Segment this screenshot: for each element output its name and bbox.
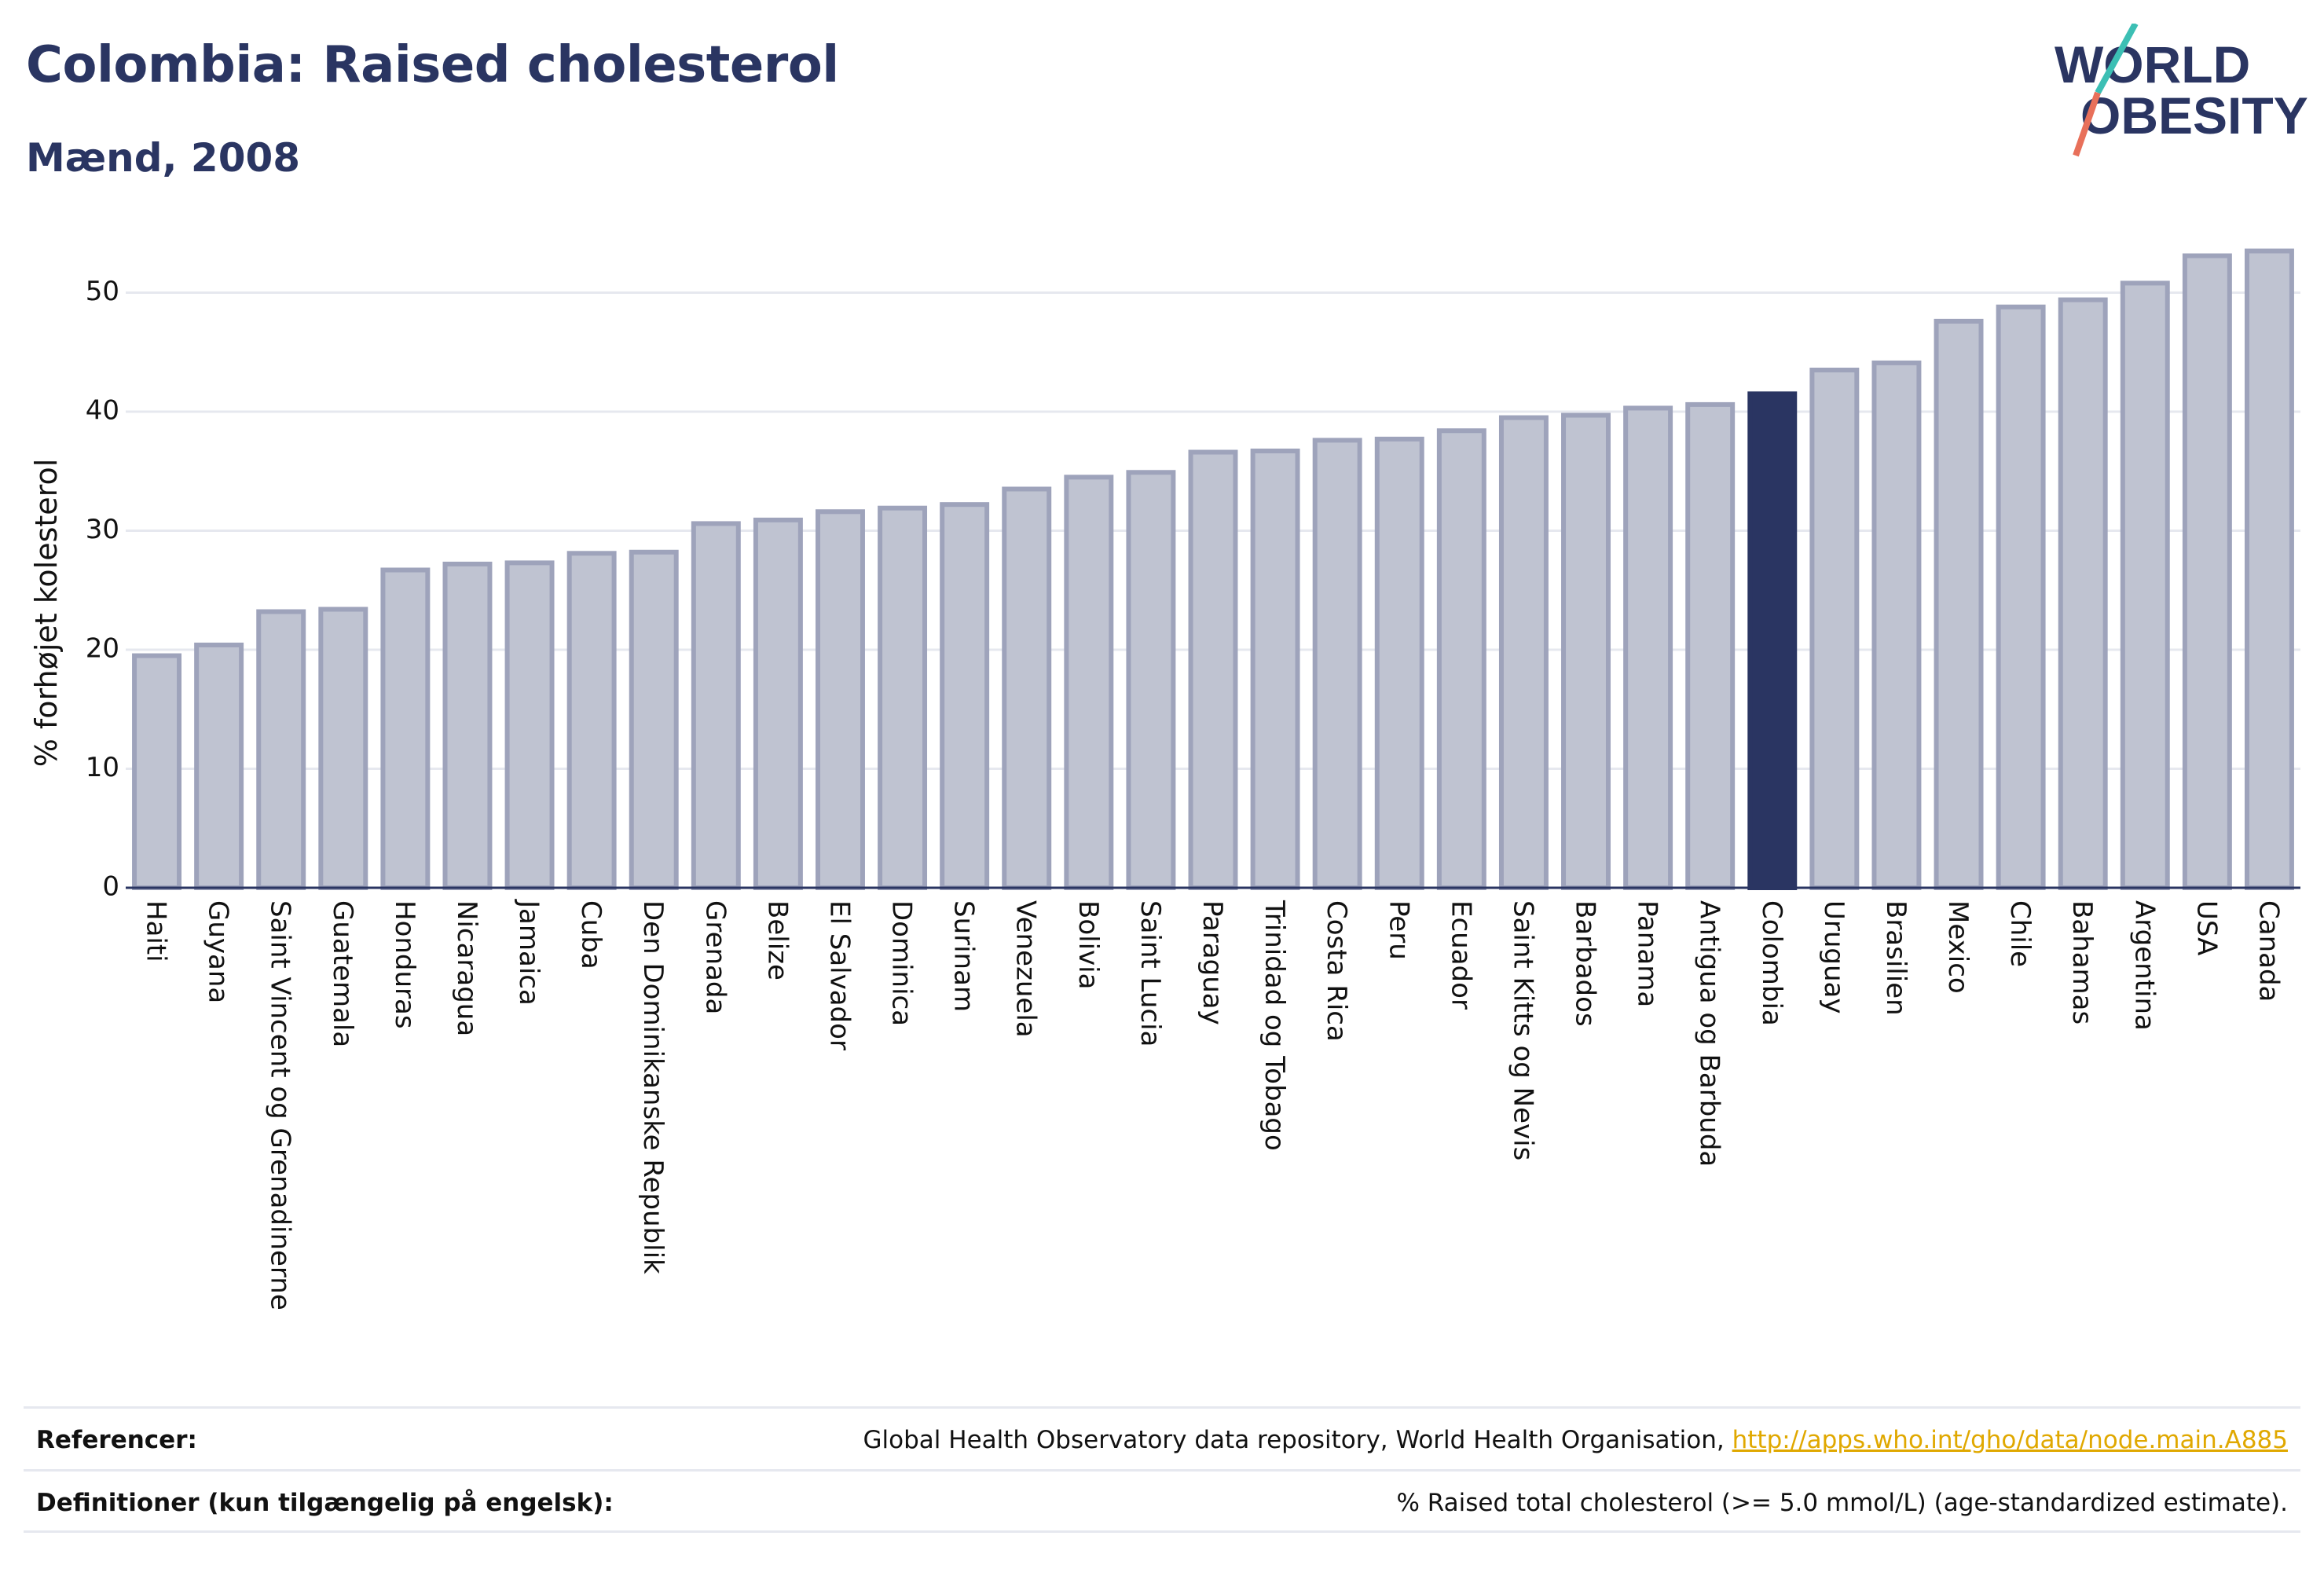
x-tick-label: Cuba (575, 900, 607, 969)
x-tick-label: Colombia (1756, 900, 1787, 1026)
bar-haiti[interactable] (132, 653, 182, 890)
bar-ecuador[interactable] (1436, 428, 1486, 890)
x-tick-label: Canada (2253, 900, 2284, 1002)
logo-slash-teal (2095, 24, 2139, 94)
x-tick-label: Barbados (1570, 900, 1601, 1027)
y-tick-label: 10 (86, 752, 119, 783)
bar-canada[interactable] (2244, 248, 2294, 891)
bar-venezuela[interactable] (1002, 486, 1052, 890)
bar-barbados[interactable] (1561, 412, 1611, 890)
chart-subtitle: Mænd, 2008 (26, 135, 301, 181)
bar-belize[interactable] (753, 517, 803, 890)
x-tick-label: Dominica (886, 900, 918, 1026)
bar-bahamas[interactable] (2058, 297, 2108, 890)
x-tick-label: Belize (761, 900, 793, 980)
bar-jamaica[interactable] (504, 560, 555, 891)
references-value: Global Health Observatory data repositor… (863, 1426, 2300, 1454)
x-tick-label: Antigua og Barbuda (1694, 900, 1725, 1167)
references-text: Global Health Observatory data repositor… (863, 1426, 1732, 1454)
y-axis-ticks: 0 10 20 30 40 50 (86, 276, 119, 903)
bar-trinidad-og-tobago[interactable] (1250, 448, 1300, 890)
bar-brasilien[interactable] (1871, 360, 1922, 890)
bar-dominica[interactable] (878, 505, 928, 891)
x-tick-label: Bolivia (1072, 900, 1104, 989)
y-tick-label: 40 (86, 395, 119, 427)
x-axis-ticks: Haiti Guyana Saint Vincent og Grenadinerne… (141, 899, 2285, 1310)
bar-colombia[interactable] (1747, 391, 1798, 890)
bar-saint-lucia[interactable] (1126, 470, 1176, 890)
bar-antigua-og-barbuda[interactable] (1685, 401, 1736, 890)
definitions-label: Definitioner (kun tilgængelig på engelsk… (36, 1489, 614, 1517)
x-tick-label: Haiti (141, 900, 172, 962)
x-tick-label: Guatemala (327, 900, 358, 1047)
x-tick-label: Saint Vincent og Grenadinerne (265, 900, 296, 1310)
bar-grenada[interactable] (691, 521, 741, 890)
references-row: Referencer: Global Health Observatory da… (24, 1406, 2300, 1472)
logo-line-2: OBESITY (2080, 86, 2308, 145)
bar-uruguay[interactable] (1809, 367, 1860, 891)
x-tick-label: Nicaragua (451, 900, 482, 1036)
bar-argentina[interactable] (2120, 280, 2170, 890)
x-tick-label: Brasilien (1880, 900, 1912, 1016)
bar-saint-vincent-og-grenadinerne[interactable] (256, 609, 306, 891)
x-tick-label: Surinam (948, 900, 980, 1012)
bar-den-dominikanske-republik[interactable] (629, 549, 679, 891)
x-tick-label: Mexico (1942, 900, 1974, 994)
y-axis-label: % forhøjet kolesterol (29, 459, 64, 768)
chart-title: Colombia: Raised cholesterol (26, 36, 839, 94)
x-tick-label: Panama (1632, 900, 1663, 1007)
bar-panama[interactable] (1623, 405, 1673, 890)
x-tick-label: El Salvador (823, 900, 855, 1050)
bar-bolivia[interactable] (1064, 475, 1114, 890)
bar-saint-kitts-og-nevis[interactable] (1498, 415, 1549, 890)
bar-paraguay[interactable] (1188, 449, 1238, 890)
x-tick-label: Venezuela (1010, 900, 1042, 1038)
x-tick-label: Paraguay (1197, 900, 1228, 1025)
x-tick-label: Chile (2004, 900, 2036, 967)
x-tick-label: Jamaica (513, 899, 544, 1006)
x-tick-label: Costa Rica (1321, 900, 1352, 1042)
references-label: Referencer: (36, 1426, 197, 1454)
y-tick-label: 50 (86, 276, 119, 307)
definitions-row: Definitioner (kun tilgængelig på engelsk… (24, 1469, 2300, 1534)
bar-guatemala[interactable] (318, 607, 368, 890)
logo-slash-coral (2073, 91, 2101, 157)
x-tick-label: Saint Kitts og Nevis (1507, 900, 1538, 1160)
bar-el-salvador[interactable] (816, 509, 865, 890)
x-tick-label: Trinidad og Tobago (1259, 900, 1290, 1151)
bar-nicaragua[interactable] (442, 561, 493, 890)
x-tick-label: Honduras (389, 900, 420, 1029)
x-tick-label: Den Dominikanske Republik (637, 900, 669, 1274)
x-tick-label: Uruguay (1818, 900, 1849, 1014)
footer-divider (24, 1530, 2300, 1533)
world-obesity-logo: WORLD OBESITY (2055, 24, 2308, 157)
bar-usa[interactable] (2182, 253, 2232, 891)
x-tick-label: Guyana (203, 900, 234, 1003)
x-tick-label: Argentina (2128, 900, 2160, 1031)
y-tick-label: 20 (86, 633, 119, 665)
x-tick-label: Peru (1383, 900, 1414, 960)
references-link[interactable]: http://apps.who.int/gho/data/node.main.A… (1732, 1426, 2288, 1454)
bar-mexico[interactable] (1934, 318, 1984, 890)
x-tick-label: Bahamas (2066, 900, 2098, 1024)
bar-costa-rica[interactable] (1312, 438, 1362, 890)
bar-honduras[interactable] (380, 567, 431, 890)
bars (132, 248, 2294, 891)
x-tick-label: USA (2190, 900, 2222, 955)
y-tick-label: 0 (102, 871, 119, 903)
bar-guyana[interactable] (194, 642, 244, 890)
definitions-text: % Raised total cholesterol (>= 5.0 mmol/… (1396, 1489, 2288, 1517)
bar-chile[interactable] (1996, 304, 2046, 890)
x-tick-label: Ecuador (1445, 900, 1476, 1010)
bar-chart: 0 10 20 30 40 50 Haiti Guyana Saint Vincent og … (29, 248, 2300, 1310)
logo-line-1: WORLD (2055, 35, 2250, 93)
bar-cuba[interactable] (566, 551, 617, 890)
x-tick-label: Saint Lucia (1135, 900, 1166, 1046)
bar-peru[interactable] (1374, 436, 1424, 890)
bar-surinam[interactable] (940, 502, 990, 890)
y-tick-label: 30 (86, 514, 119, 545)
x-tick-label: Grenada (699, 900, 731, 1014)
